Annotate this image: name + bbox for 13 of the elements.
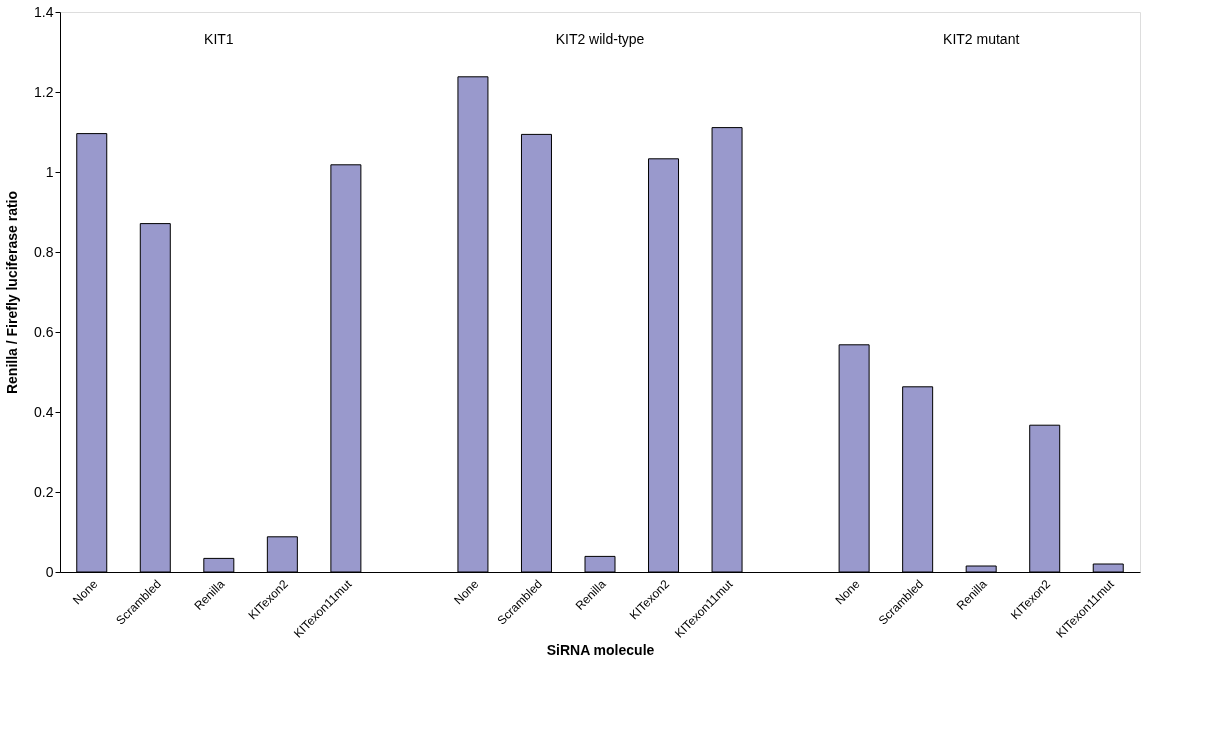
y-tick-label: 1.4 [34,3,54,20]
y-tick-label: 1.2 [34,83,54,100]
annotation: KIT2 wild-type [555,31,645,47]
y-axis-title: Renilla / Firefly luciferase ratio [4,190,21,395]
y-tick-label: 0.8 [34,243,54,260]
annotation: KIT1 [204,31,234,47]
y-tick-label: 0.2 [34,483,54,500]
x-axis-title: SiRNA molecule [546,641,655,658]
y-tick-label: 0 [45,563,54,580]
y-tick-label: 1 [45,163,54,180]
y-tick-label: 0.6 [34,323,54,340]
y-tick-label: 0.4 [34,403,54,420]
annotation: KIT2 mutant [943,31,1020,47]
